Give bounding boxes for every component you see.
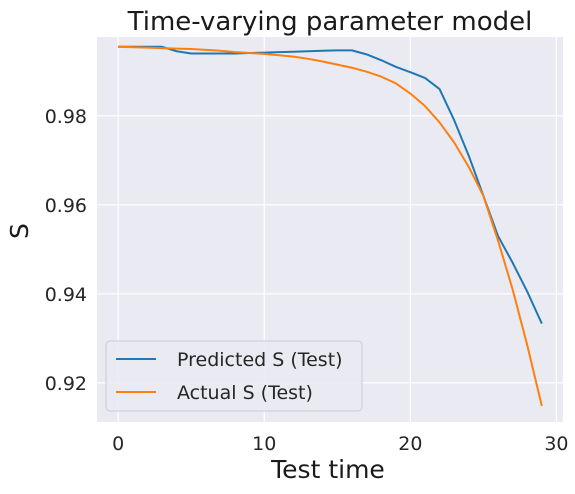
y-tick-label: 0.98 [45,106,87,128]
tick-labels: 0 10 20 30 0.92 0.94 0.96 0.98 [45,106,569,455]
chart-title: Time-varying parameter model [127,7,533,37]
x-axis-label: Test time [270,455,385,484]
x-tick-label: 10 [252,433,276,455]
series-line-predicted [118,45,543,325]
legend-label-actual: Actual S (Test) [177,382,313,404]
x-tick-label: 30 [544,433,568,455]
y-tick-label: 0.96 [45,195,87,217]
legend: Predicted S (Test) Actual S (Test) [105,340,363,412]
series-layer [118,45,543,407]
legend-box [105,340,363,412]
y-tick-label: 0.94 [45,284,87,306]
y-tick-label: 0.92 [45,373,87,395]
y-axis-label: S [5,223,34,239]
x-tick-label: 20 [398,433,422,455]
x-tick-label: 0 [112,433,124,455]
series-line-actual [118,45,543,407]
legend-label-predicted: Predicted S (Test) [177,349,343,371]
